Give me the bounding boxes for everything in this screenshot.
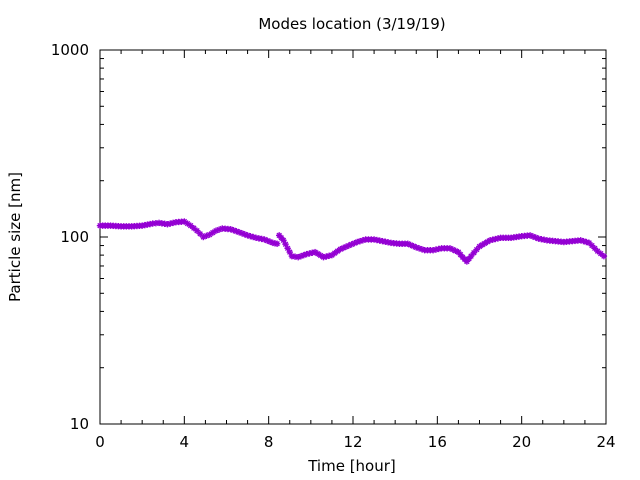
y-axis-title: Particle size [nm]: [6, 172, 24, 302]
chart-title: Modes location (3/19/19): [258, 15, 445, 33]
x-tick-label: 0: [95, 433, 105, 451]
x-tick-label: 16: [428, 433, 447, 451]
x-tick-label: 24: [596, 433, 615, 451]
data-series: [96, 218, 608, 265]
data-point: [273, 240, 281, 247]
series-segment: [276, 232, 608, 265]
x-tick-label: 12: [343, 433, 362, 451]
x-tick-labels: 0 4 8 12 16 20 24: [95, 433, 615, 451]
y-tick-label: 100: [60, 228, 89, 246]
x-axis-title: Time [hour]: [307, 457, 396, 475]
y-tick-label: 10: [70, 415, 89, 433]
y-tick-label: 1000: [51, 41, 89, 59]
major-ticks: [99, 49, 607, 425]
data-point-interp: [359, 237, 367, 244]
x-tick-label: 8: [264, 433, 274, 451]
minor-ticks: [100, 50, 606, 424]
series-segment: [96, 218, 281, 247]
x-tick-label: 20: [512, 433, 531, 451]
data-point: [354, 238, 361, 246]
y-tick-labels: 10 100 1000: [51, 41, 89, 433]
data-point: [600, 252, 608, 260]
x-tick-label: 4: [180, 433, 190, 451]
